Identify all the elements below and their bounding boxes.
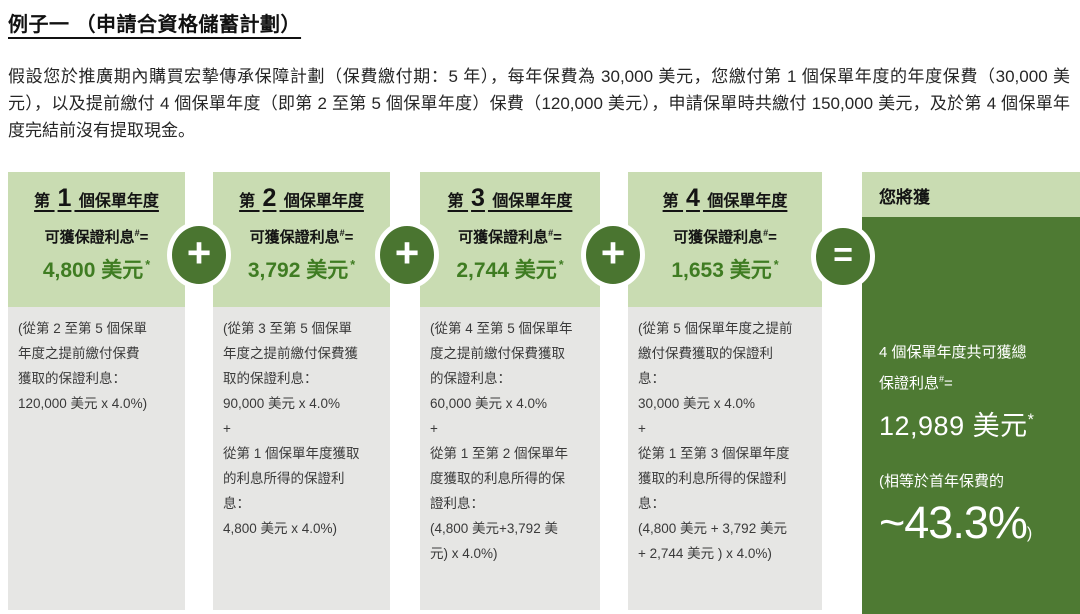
interest-amount: 2,744 美元 * [456, 258, 564, 282]
result-body: 4 個保單年度共可獲總 保證利息#= 12,989 美元* (相等於首年保費的 … [862, 217, 1080, 614]
hash-superscript: # [763, 228, 769, 238]
interest-label: 可獲保證利息#= [673, 228, 777, 247]
asterisk-superscript: * [145, 258, 151, 272]
equals-icon: = [811, 223, 875, 290]
plus-icon: + [581, 221, 645, 289]
benefit-flow-diagram: 第 1 個保單年度 可獲保證利息#= 4,800 美元 * (從第 2 至第 5 … [0, 172, 1080, 614]
interest-amount: 3,792 美元 * [247, 258, 356, 282]
policy-year-4-column: 第 4 個保單年度 可獲保證利息#= 1,653 美元 * (從第 5 個保單年度… [628, 172, 822, 610]
interest-label: 可獲保證利息#= [44, 228, 149, 247]
interest-amount: 1,653 美元 * [671, 258, 779, 282]
plus-icon: + [167, 221, 231, 289]
policy-year-3-column: 第 3 個保單年度 可獲保證利息#= 2,744 美元 * (從第 4 至第 5 … [420, 172, 600, 610]
hash-superscript: # [939, 374, 945, 384]
policy-year-1-title: 第 1 個保單年度 [34, 184, 159, 212]
policy-year-1-header: 第 1 個保單年度 可獲保證利息#= 4,800 美元 * [8, 172, 185, 307]
interest-detail: (從第 2 至第 5 個保單 年度之提前繳付保費 獲取的保證利息： 120,00… [8, 307, 185, 610]
year-number: 2 [262, 184, 277, 212]
asterisk-superscript: * [350, 258, 356, 272]
policy-year-2-column: 第 2 個保單年度 可獲保證利息#= 3,792 美元 * (從第 3 至第 5 … [213, 172, 390, 610]
policy-year-2-header: 第 2 個保單年度 可獲保證利息#= 3,792 美元 * [213, 172, 390, 307]
asterisk-superscript: * [1027, 411, 1035, 429]
intro-paragraph: 假設您於推廣期內購買宏摯傳承保障計劃（保費繳付期：5 年），每年保費為 30,0… [8, 67, 1070, 140]
hash-superscript: # [548, 228, 554, 238]
result-header: 您將獲 [862, 172, 1080, 217]
interest-detail: (從第 5 個保單年度之提前 繳付保費獲取的保證利 息： 30,000 美元 x… [628, 307, 822, 610]
policy-year-4-title: 第 4 個保單年度 [662, 184, 788, 212]
page-title-text: 例子一 （申請合資格儲蓄計劃） [8, 14, 302, 36]
year-number: 4 [686, 184, 700, 212]
interest-label: 可獲保證利息#= [249, 228, 354, 247]
total-interest-amount: 12,989 美元* [879, 411, 1035, 441]
year-number: 1 [57, 184, 72, 212]
policy-year-2-title: 第 2 個保單年度 [239, 184, 364, 212]
total-interest-label: 4 個保單年度共可獲總 保證利息#= [879, 344, 1027, 392]
hash-superscript: # [134, 228, 140, 238]
policy-year-1-column: 第 1 個保單年度 可獲保證利息#= 4,800 美元 * (從第 2 至第 5 … [8, 172, 185, 610]
policy-year-3-title: 第 3 個保單年度 [447, 184, 573, 212]
asterisk-superscript: * [558, 258, 564, 272]
hash-superscript: # [339, 228, 345, 238]
interest-detail: (從第 4 至第 5 個保單年 度之提前繳付保費獲取 的保證利息： 60,000… [420, 307, 600, 610]
closing-paren: ) [1026, 525, 1033, 542]
asterisk-superscript: * [773, 258, 779, 272]
percentage-note-intro: (相等於首年保費的 [879, 473, 1004, 490]
interest-label: 可獲保證利息#= [458, 228, 562, 247]
interest-amount: 4,800 美元 * [42, 258, 151, 282]
year-number: 3 [471, 184, 485, 212]
interest-detail: (從第 3 至第 5 個保單 年度之提前繳付保費獲 取的保證利息： 90,000… [213, 307, 390, 610]
result-column: 您將獲 4 個保單年度共可獲總 保證利息#= 12,989 美元* (相等於首年… [862, 172, 1080, 614]
plus-icon: + [375, 221, 439, 289]
page-title: 例子一 （申請合資格儲蓄計劃） [0, 0, 1080, 37]
policy-year-4-header: 第 4 個保單年度 可獲保證利息#= 1,653 美元 * [628, 172, 822, 307]
percentage-value: ~43.3%) [879, 497, 1033, 548]
policy-year-3-header: 第 3 個保單年度 可獲保證利息#= 2,744 美元 * [420, 172, 600, 307]
